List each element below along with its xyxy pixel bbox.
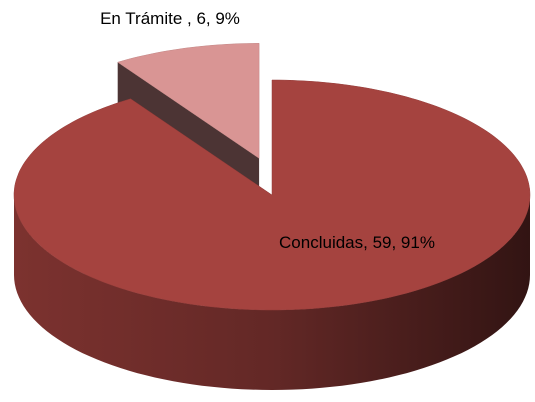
pie-slice <box>13 79 531 311</box>
data-label: Concluidas, 59, 91% <box>279 233 435 252</box>
data-label: En Trámite , 6, 9% <box>100 9 240 28</box>
pie-slice <box>117 43 260 159</box>
slice-side <box>14 195 530 390</box>
